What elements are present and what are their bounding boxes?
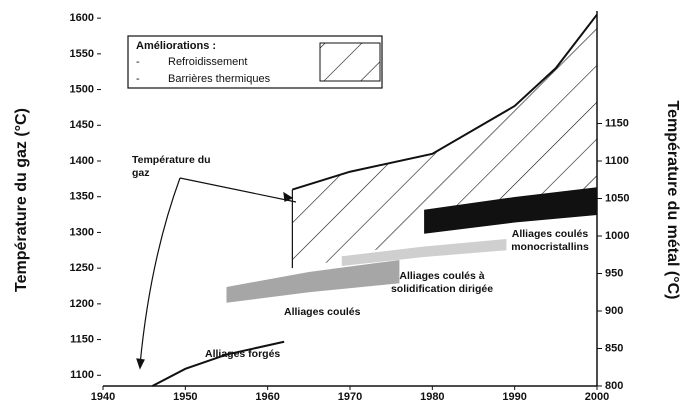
y-tick-label: 1200 xyxy=(70,298,94,310)
y-tick-label: 1350 xyxy=(70,191,94,203)
alloy-band xyxy=(226,260,400,303)
hatched-area xyxy=(292,14,597,269)
arrowhead xyxy=(283,191,294,202)
legend-item: Refroidissement xyxy=(168,56,247,68)
legend-bullet: - xyxy=(136,56,140,68)
annotation: Alliages coulés xyxy=(284,306,361,318)
annotation: Alliages forgés xyxy=(205,348,280,360)
legend-bullet: - xyxy=(136,73,140,85)
y2-tick-label: 950 xyxy=(605,267,623,279)
legend: Améliorations : - - Refroidissement Barr… xyxy=(127,35,383,89)
y-tick-label: 1100 xyxy=(70,369,94,381)
legend-title: Améliorations : xyxy=(136,40,216,52)
annotation: Température du xyxy=(132,154,211,166)
x-tick-label: 2000 xyxy=(585,391,609,403)
annotation: gaz xyxy=(132,167,150,179)
annotation: Alliages coulés à xyxy=(399,270,484,282)
alloy-band xyxy=(424,187,597,234)
y2-tick-label: 1150 xyxy=(605,117,629,129)
y-tick-label: 1250 xyxy=(70,262,94,274)
y2-tick-label: 1100 xyxy=(605,155,629,167)
y-axis-label: Température du gaz (°C) xyxy=(13,108,30,292)
y-tick-label: 1500 xyxy=(70,83,94,95)
y2-tick-label: 1000 xyxy=(605,230,629,242)
y-tick-label: 1300 xyxy=(70,226,94,238)
annotation: Alliages coulés xyxy=(512,228,589,240)
x-tick-label: 1980 xyxy=(420,391,444,403)
x-tick-label: 1970 xyxy=(338,391,362,403)
y-tick-label: 1400 xyxy=(70,155,94,167)
arrows xyxy=(136,177,297,370)
y2-tick-label: 850 xyxy=(605,342,623,354)
y2-tick-label: 800 xyxy=(605,380,623,392)
x-tick-label: 1990 xyxy=(502,391,526,403)
y2-axis-label: Température du métal (°C) xyxy=(664,100,681,299)
x-tick-label: 1950 xyxy=(173,391,197,403)
y-tick-label: 1450 xyxy=(70,119,94,131)
legend-item: Barrières thermiques xyxy=(168,73,271,85)
arrowhead xyxy=(136,358,145,370)
y-tick-label: 1150 xyxy=(70,333,94,345)
annotation: solidification dirigée xyxy=(391,283,493,295)
y-tick-label: 1550 xyxy=(70,48,94,60)
arrow xyxy=(139,177,181,366)
x-tick-label: 1940 xyxy=(91,391,115,403)
y2-tick-label: 1050 xyxy=(605,192,629,204)
gas-curve xyxy=(292,13,598,191)
x-tick-label: 1960 xyxy=(255,391,279,403)
gas-curve xyxy=(151,340,285,387)
y-tick-label: 1600 xyxy=(70,12,94,24)
annotation: monocristallins xyxy=(511,241,589,253)
legend-swatch xyxy=(319,42,381,82)
alloy-band xyxy=(341,239,507,266)
plot xyxy=(151,13,598,387)
arrow xyxy=(179,177,297,203)
y2-tick-label: 900 xyxy=(605,305,623,317)
